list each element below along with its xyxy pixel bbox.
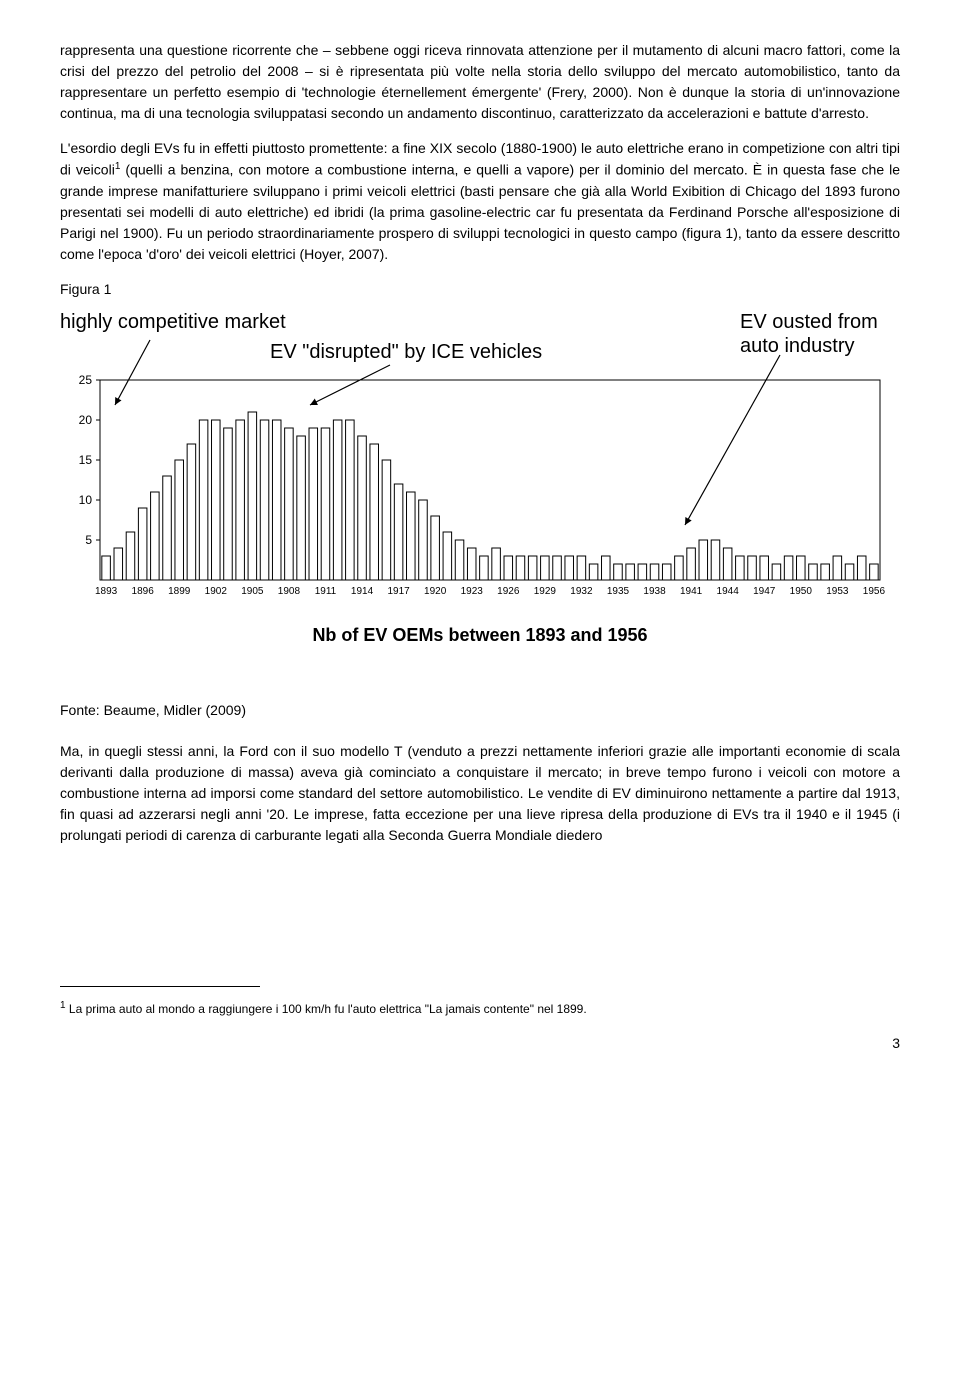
svg-text:1920: 1920 xyxy=(424,586,447,597)
annotation-disrupted: EV "disrupted" by ICE vehicles xyxy=(270,340,542,364)
svg-text:1941: 1941 xyxy=(680,586,703,597)
paragraph-3: Ma, in quegli stessi anni, la Ford con i… xyxy=(60,741,900,846)
svg-text:1899: 1899 xyxy=(168,586,191,597)
svg-text:1956: 1956 xyxy=(863,586,886,597)
svg-text:1905: 1905 xyxy=(241,586,264,597)
svg-text:15: 15 xyxy=(79,453,93,467)
svg-text:1953: 1953 xyxy=(826,586,849,597)
svg-text:1917: 1917 xyxy=(387,586,410,597)
page-number: 3 xyxy=(60,1033,900,1054)
chart-caption: Nb of EV OEMs between 1893 and 1956 xyxy=(60,622,900,649)
svg-text:1911: 1911 xyxy=(315,586,337,597)
annotation-competitive-market: highly competitive market xyxy=(60,310,286,334)
svg-text:25: 25 xyxy=(79,373,93,387)
paragraph-2b: (quelli a benzina, con motore a combusti… xyxy=(60,162,900,262)
paragraph-2: L'esordio degli EVs fu in effetti piutto… xyxy=(60,138,900,265)
svg-text:5: 5 xyxy=(85,533,92,547)
svg-text:1932: 1932 xyxy=(570,586,593,597)
figure-1-chart: highly competitive market EV "disrupted"… xyxy=(60,310,900,660)
footnote-separator xyxy=(60,986,260,987)
svg-text:1947: 1947 xyxy=(753,586,776,597)
svg-text:1908: 1908 xyxy=(278,586,301,597)
footnote-1: 1 La prima auto al mondo a raggiungere i… xyxy=(60,999,900,1018)
svg-text:1923: 1923 xyxy=(461,586,484,597)
svg-text:20: 20 xyxy=(79,413,93,427)
figure-source: Fonte: Beaume, Midler (2009) xyxy=(60,700,900,721)
svg-text:10: 10 xyxy=(79,493,93,507)
svg-text:1950: 1950 xyxy=(790,586,813,597)
svg-text:1926: 1926 xyxy=(497,586,520,597)
svg-text:1938: 1938 xyxy=(643,586,666,597)
svg-text:1944: 1944 xyxy=(717,586,740,597)
annotation-ousted: EV ousted from auto industry xyxy=(740,310,878,358)
svg-text:1893: 1893 xyxy=(95,586,118,597)
svg-text:1935: 1935 xyxy=(607,586,630,597)
figure-label: Figura 1 xyxy=(60,279,900,300)
svg-text:1929: 1929 xyxy=(534,586,557,597)
svg-text:1914: 1914 xyxy=(351,586,374,597)
svg-text:1896: 1896 xyxy=(132,586,155,597)
svg-text:1902: 1902 xyxy=(205,586,228,597)
footnote-text: La prima auto al mondo a raggiungere i 1… xyxy=(66,1002,587,1016)
paragraph-1: rappresenta una questione ricorrente che… xyxy=(60,40,900,124)
